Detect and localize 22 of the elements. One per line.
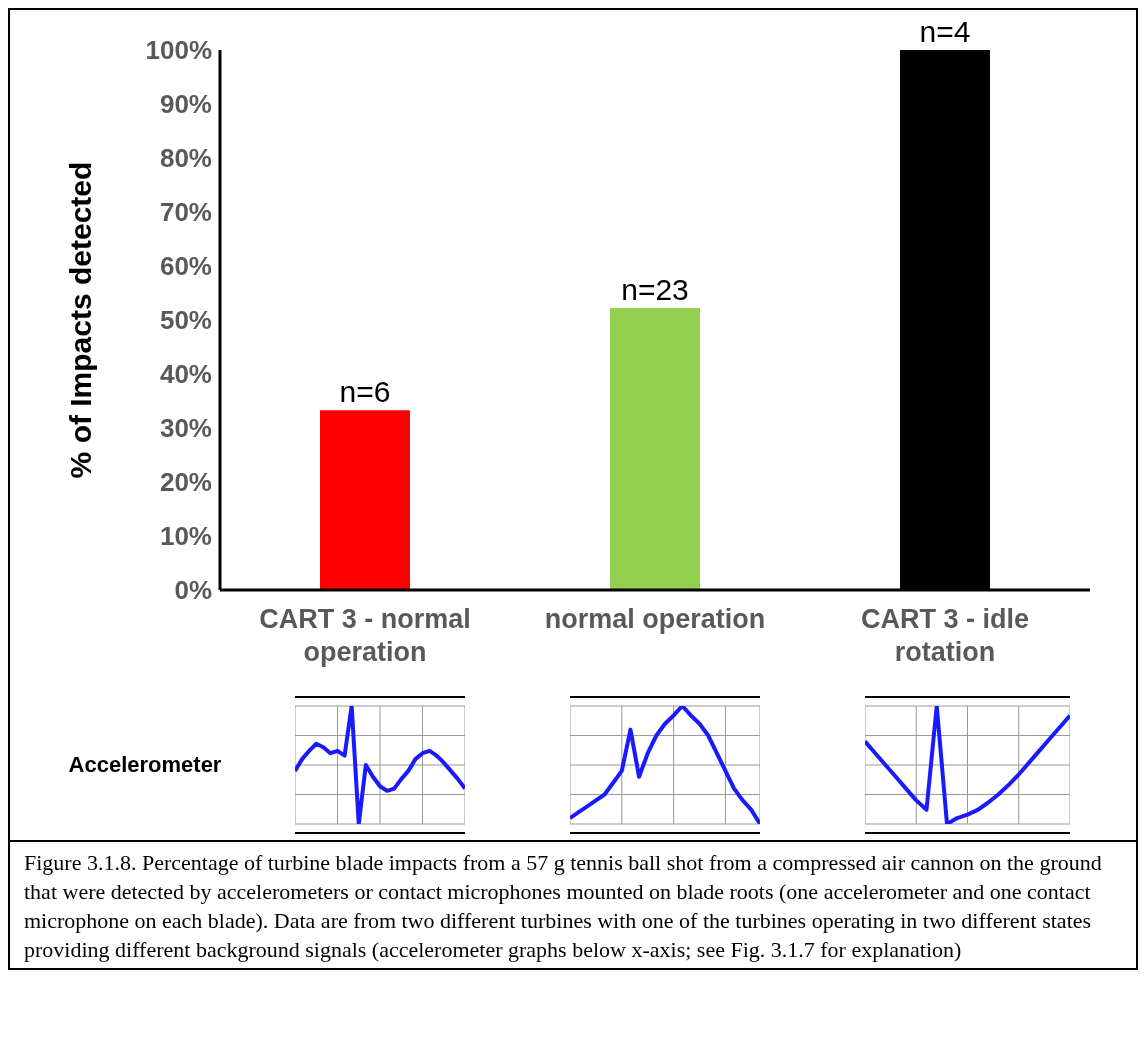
y-tick-label: 60% [159,251,212,282]
bar [610,308,700,590]
y-axis-title: % of Impacts detected [63,161,97,479]
y-tick-label: 30% [159,413,212,444]
annotation: n=6 [339,375,391,409]
y-tick-label: 70% [159,197,212,228]
annotation: n=23 [621,273,689,307]
x-tick-label: normal operation [544,604,766,634]
y-tick-label: 0% [174,575,212,606]
bar [320,410,410,590]
text: Accelerometer [67,752,223,778]
caption: Figure 3.1.8. Percentage of turbine blade impacts from a 57 g tennis ball shot from a compressed air cannon on the ground that were detected by accelerometers or contact microphones mounted on blade roots (one accelerometer and one contact microphone on each blade). Data are from two different turbines with one of the turbines operating in two different states providing different background signals (accelerometer graphs below x-axis; see Fig. 3.1.7 for explanation) [10,840,1136,968]
y-tick-label: 50% [159,305,212,336]
x-tick-label: CART 3 - idle rotation [860,604,1030,667]
y-tick-label: 10% [159,521,212,552]
y-tick-label: 90% [159,89,212,120]
y-tick-label: 40% [159,359,212,390]
x-tick-label: CART 3 - normal operation [259,604,471,667]
y-tick-label: 80% [159,143,212,174]
y-tick-label: 20% [159,467,212,498]
annotation: n=4 [919,15,971,48]
y-tick-label: 100% [145,35,212,66]
